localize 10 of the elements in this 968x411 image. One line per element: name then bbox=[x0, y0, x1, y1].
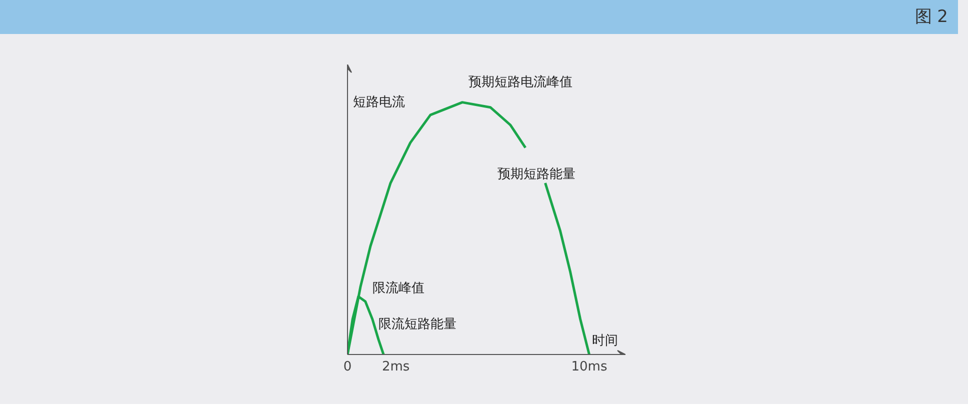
annotation: 限流短路能量 bbox=[378, 316, 456, 332]
annotation: 限流峰值 bbox=[372, 280, 424, 296]
x-tick-label: 2ms bbox=[382, 360, 410, 374]
y-axis-title: 短路电流 bbox=[353, 94, 406, 110]
text: 图 2 bbox=[0, 0, 958, 34]
text: 预期短路电流峰值 bbox=[468, 74, 572, 90]
x-tick-label: 0 bbox=[343, 360, 352, 374]
annotation: 预期短路能量 bbox=[498, 167, 576, 182]
x-axis-title: 时间 bbox=[592, 334, 618, 349]
x-tick-label: 10ms bbox=[571, 360, 608, 374]
